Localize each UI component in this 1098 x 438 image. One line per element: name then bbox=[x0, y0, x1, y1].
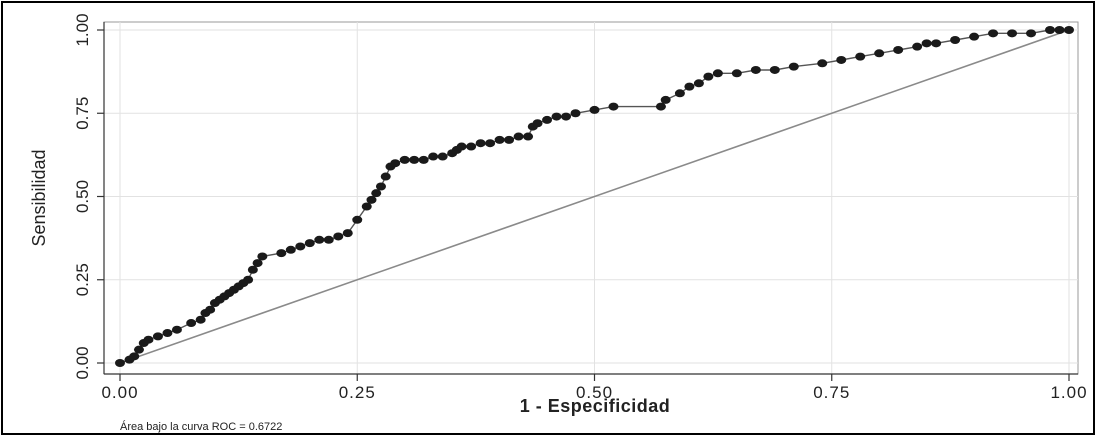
roc-point bbox=[361, 202, 372, 211]
roc-point bbox=[788, 62, 799, 71]
roc-point bbox=[418, 155, 429, 164]
y-axis-label: Sensibilidad bbox=[29, 149, 49, 246]
roc-point bbox=[323, 235, 334, 244]
roc-point bbox=[494, 135, 505, 144]
y-tick-label: 0.50 bbox=[73, 180, 92, 213]
roc-point bbox=[523, 132, 534, 141]
roc-point bbox=[252, 259, 263, 268]
roc-point bbox=[551, 112, 562, 121]
roc-point bbox=[143, 335, 154, 344]
roc-point bbox=[608, 102, 619, 111]
roc-point bbox=[133, 345, 144, 354]
roc-point bbox=[314, 235, 325, 244]
x-tick-label: 0.00 bbox=[101, 383, 138, 402]
roc-point bbox=[1045, 26, 1056, 34]
x-tick-label: 0.25 bbox=[339, 383, 376, 402]
roc-point bbox=[366, 195, 377, 204]
roc-point bbox=[542, 115, 553, 124]
roc-area-note: Área bajo la curva ROC = 0.6722 bbox=[120, 420, 282, 433]
roc-point bbox=[390, 159, 401, 168]
roc-point bbox=[171, 325, 182, 334]
roc-point bbox=[570, 109, 581, 118]
roc-point bbox=[855, 52, 866, 61]
y-tick-label: 1.00 bbox=[73, 13, 92, 46]
y-tick-label: 0.75 bbox=[73, 97, 92, 130]
roc-point bbox=[769, 65, 780, 74]
roc-point bbox=[532, 119, 543, 128]
roc-point bbox=[969, 32, 980, 41]
roc-point bbox=[912, 42, 923, 51]
roc-point bbox=[247, 265, 258, 274]
roc-point bbox=[988, 29, 999, 38]
roc-point bbox=[342, 229, 353, 238]
x-tick-label: 0.75 bbox=[813, 383, 850, 402]
roc-point bbox=[205, 305, 216, 314]
roc-point bbox=[1064, 26, 1074, 34]
y-tick-labels: 0.00 0.25 0.50 0.75 1.00 bbox=[73, 13, 92, 379]
roc-point bbox=[931, 39, 942, 48]
roc-point bbox=[693, 79, 704, 88]
roc-point bbox=[333, 232, 344, 241]
y-tick-label: 0.00 bbox=[73, 346, 92, 379]
roc-point bbox=[684, 82, 695, 91]
roc-point bbox=[750, 65, 761, 74]
roc-point bbox=[304, 239, 315, 248]
roc-point bbox=[276, 249, 287, 258]
roc-point bbox=[561, 112, 572, 121]
roc-point bbox=[1054, 26, 1065, 34]
x-axis-label: 1 - Especificidad bbox=[520, 396, 671, 416]
roc-point bbox=[874, 49, 885, 58]
roc-point bbox=[1007, 29, 1018, 38]
roc-point bbox=[409, 155, 420, 164]
roc-point bbox=[836, 55, 847, 64]
roc-point bbox=[1026, 29, 1037, 38]
roc-point bbox=[475, 139, 486, 148]
reference-line bbox=[119, 29, 1070, 364]
roc-point bbox=[703, 72, 714, 81]
roc-point bbox=[285, 245, 296, 254]
roc-point bbox=[375, 182, 386, 191]
roc-point bbox=[186, 319, 197, 328]
x-tick-labels: 0.00 0.25 0.50 0.75 1.00 bbox=[101, 383, 1087, 402]
y-tick-label: 0.25 bbox=[73, 263, 92, 296]
roc-point bbox=[466, 142, 477, 151]
roc-point bbox=[921, 39, 932, 48]
roc-point bbox=[674, 89, 685, 98]
roc-point bbox=[504, 135, 515, 144]
roc-point bbox=[115, 359, 125, 367]
grid-lines bbox=[104, 22, 1078, 374]
roc-point bbox=[589, 105, 600, 114]
roc-point bbox=[257, 252, 268, 261]
roc-point bbox=[817, 59, 828, 68]
roc-point bbox=[399, 155, 410, 164]
roc-point bbox=[731, 69, 742, 78]
roc-point bbox=[129, 352, 140, 361]
roc-point bbox=[295, 242, 306, 251]
roc-point bbox=[950, 35, 961, 44]
roc-point bbox=[655, 102, 666, 111]
roc-point bbox=[195, 315, 206, 324]
x-tick-label: 1.00 bbox=[1050, 383, 1087, 402]
axes bbox=[97, 22, 1078, 381]
roc-point bbox=[437, 152, 448, 161]
series-group bbox=[115, 26, 1074, 367]
roc-point bbox=[371, 189, 382, 198]
roc-point bbox=[243, 275, 254, 284]
roc-point bbox=[162, 329, 173, 338]
roc-point bbox=[428, 152, 439, 161]
roc-point bbox=[513, 132, 524, 141]
roc-point bbox=[456, 142, 467, 151]
roc-point bbox=[893, 45, 904, 54]
roc-point bbox=[660, 95, 671, 104]
roc-point bbox=[352, 215, 363, 224]
roc-point bbox=[485, 139, 496, 148]
roc-point bbox=[152, 332, 163, 341]
x-tick-label: 0.50 bbox=[576, 383, 613, 402]
roc-point bbox=[712, 69, 723, 78]
roc-point bbox=[380, 172, 391, 181]
